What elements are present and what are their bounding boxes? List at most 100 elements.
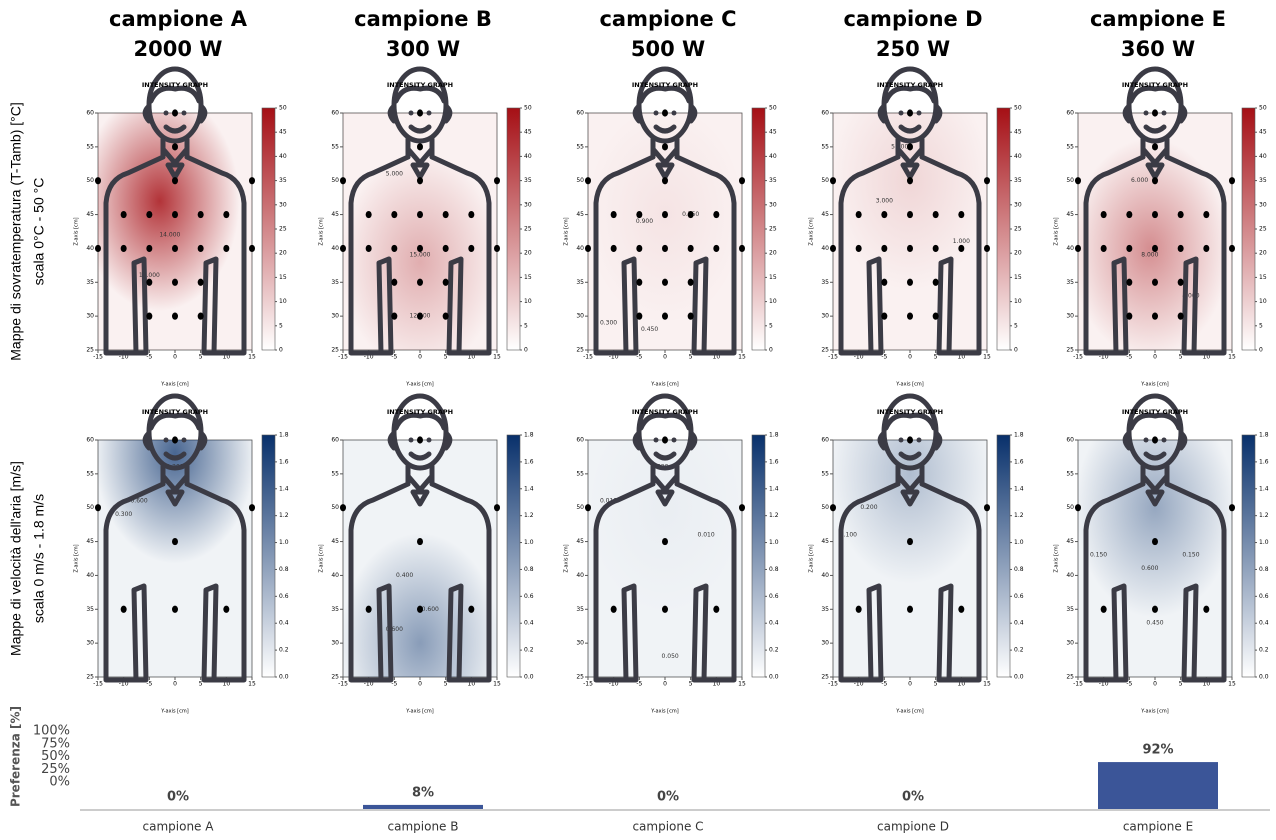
sensor-point: [1152, 211, 1158, 218]
sensor-point: [198, 279, 204, 286]
heatmap-panel: -15-10-50510152530354045505560Y-axis [cm…: [319, 69, 532, 388]
column-power: 2000 W: [134, 37, 223, 61]
colorbar-tick-label: 1.0: [524, 539, 534, 546]
heatmap-panel: -15-10-50510152530354045505560Y-axis [cm…: [809, 69, 1022, 388]
y-tick-label: 60: [1066, 437, 1074, 444]
sensor-point: [739, 245, 745, 252]
y-tick-label: 40: [576, 245, 584, 252]
colorbar-tick-label: 1.0: [769, 539, 779, 546]
colorbar-tick-label: 0: [279, 347, 283, 354]
column-title: campione E: [1090, 7, 1226, 31]
colorbar-tick-label: 10: [279, 298, 287, 305]
y-tick-label: 25: [576, 674, 584, 681]
column-title: campione B: [354, 7, 492, 31]
x-tick-label: 0: [663, 681, 667, 688]
sensor-point: [417, 177, 423, 184]
x-tick-label: -15: [828, 681, 838, 688]
colorbar-tick-label: 50: [279, 105, 287, 112]
y-tick-label: 55: [576, 470, 584, 477]
x-tick-label: 15: [738, 354, 746, 361]
contour-label: 3.000: [876, 198, 893, 205]
y-tick-label: 25: [331, 674, 339, 681]
sensor-point: [417, 143, 423, 150]
graph-title: INTENSITY GRAPH: [387, 81, 453, 89]
x-axis-label: Y-axis [cm]: [160, 709, 188, 715]
colorbar-tick-label: 50: [524, 105, 532, 112]
sensor-point: [907, 245, 913, 252]
colorbar-tick-label: 40: [1014, 153, 1022, 160]
colorbar-tick-label: 0.2: [769, 647, 779, 654]
colorbar-tick-label: 50: [1259, 105, 1267, 112]
colorbar-tick-label: 1.0: [1014, 539, 1024, 546]
heatmap-panel: -15-10-50510152530354045505560Y-axis [cm…: [319, 396, 534, 753]
colorbar-tick-label: 1.6: [279, 458, 289, 465]
x-tick-label: -15: [338, 681, 348, 688]
y-tick-label: 45: [86, 538, 94, 545]
colorbar-tick-label: 35: [769, 177, 777, 184]
colorbar-tick-label: 1.8: [524, 432, 534, 439]
colorbar-tick-label: 5: [769, 322, 773, 329]
y-axis-label: Z-axis [cm]: [564, 217, 570, 245]
x-tick-label: 15: [248, 354, 256, 361]
colorbar-tick-label: 1.4: [1259, 485, 1269, 492]
sensor-point: [1203, 245, 1209, 252]
sensor-point: [907, 538, 913, 545]
colorbar: [752, 435, 765, 677]
sensor-point: [662, 279, 668, 286]
colorbar-tick-label: 1.2: [1014, 512, 1024, 519]
sensor-point: [340, 245, 346, 252]
sensor-point: [958, 606, 964, 613]
colorbar-tick-label: 45: [1014, 129, 1022, 136]
y-tick-label: 50: [331, 504, 339, 511]
y-tick-label: 55: [86, 470, 94, 477]
sensor-point: [856, 211, 862, 218]
sensor-point: [1152, 436, 1158, 443]
sensor-point: [1229, 504, 1235, 511]
y-tick-label: 50: [821, 504, 829, 511]
sensor-point: [585, 245, 591, 252]
colorbar-tick-label: 20: [279, 250, 287, 257]
colorbar-tick-label: 40: [769, 153, 777, 160]
x-tick-label: campione C: [632, 820, 703, 834]
y-tick-label: 30: [821, 313, 829, 320]
sensor-point: [881, 313, 887, 320]
y-tick-label: 60: [576, 110, 584, 117]
y-tick-label: 25: [576, 347, 584, 354]
colorbar-tick-label: 10: [1259, 298, 1267, 305]
colorbar-tick-label: 1.2: [769, 512, 779, 519]
y-tick-label: 35: [821, 279, 829, 286]
colorbar-tick-label: 1.8: [769, 432, 779, 439]
x-axis-label: Y-axis [cm]: [650, 382, 678, 388]
y-tick-label: 60: [821, 110, 829, 117]
sensor-point: [249, 245, 255, 252]
sensor-point: [739, 504, 745, 511]
y-tick-label: 40: [1066, 572, 1074, 579]
y-tick-label: 60: [821, 437, 829, 444]
bar: [1098, 762, 1218, 809]
colorbar-tick-label: 25: [769, 226, 777, 233]
value-label: 8%: [412, 785, 434, 800]
sensor-point: [468, 606, 474, 613]
contour-label: 14.000: [159, 231, 180, 238]
column-power: 500 W: [631, 37, 705, 61]
colorbar-tick-label: 5: [1014, 322, 1018, 329]
sensor-point: [907, 436, 913, 443]
x-tick-label: 15: [738, 681, 746, 688]
heatmap-panel: -15-10-50510152530354045505560Y-axis [cm…: [1054, 396, 1269, 715]
y-axis-label: Z-axis [cm]: [564, 544, 570, 572]
x-tick-label: 15: [493, 354, 501, 361]
y-tick-label: 55: [1066, 143, 1074, 150]
contour-label: 0.050: [662, 653, 679, 660]
y-tick-label: 50: [86, 177, 94, 184]
contour-label: 0.300: [115, 511, 132, 518]
colorbar-tick-label: 20: [524, 250, 532, 257]
colorbar: [752, 108, 765, 350]
sensor-point: [172, 436, 178, 443]
sensor-point: [1126, 211, 1132, 218]
sensor-point: [417, 538, 423, 545]
column-title: campione D: [843, 7, 982, 31]
y-tick-label: 60: [576, 437, 584, 444]
sensor-point: [1229, 177, 1235, 184]
colorbar-tick-label: 40: [524, 153, 532, 160]
sensor-point: [391, 279, 397, 286]
